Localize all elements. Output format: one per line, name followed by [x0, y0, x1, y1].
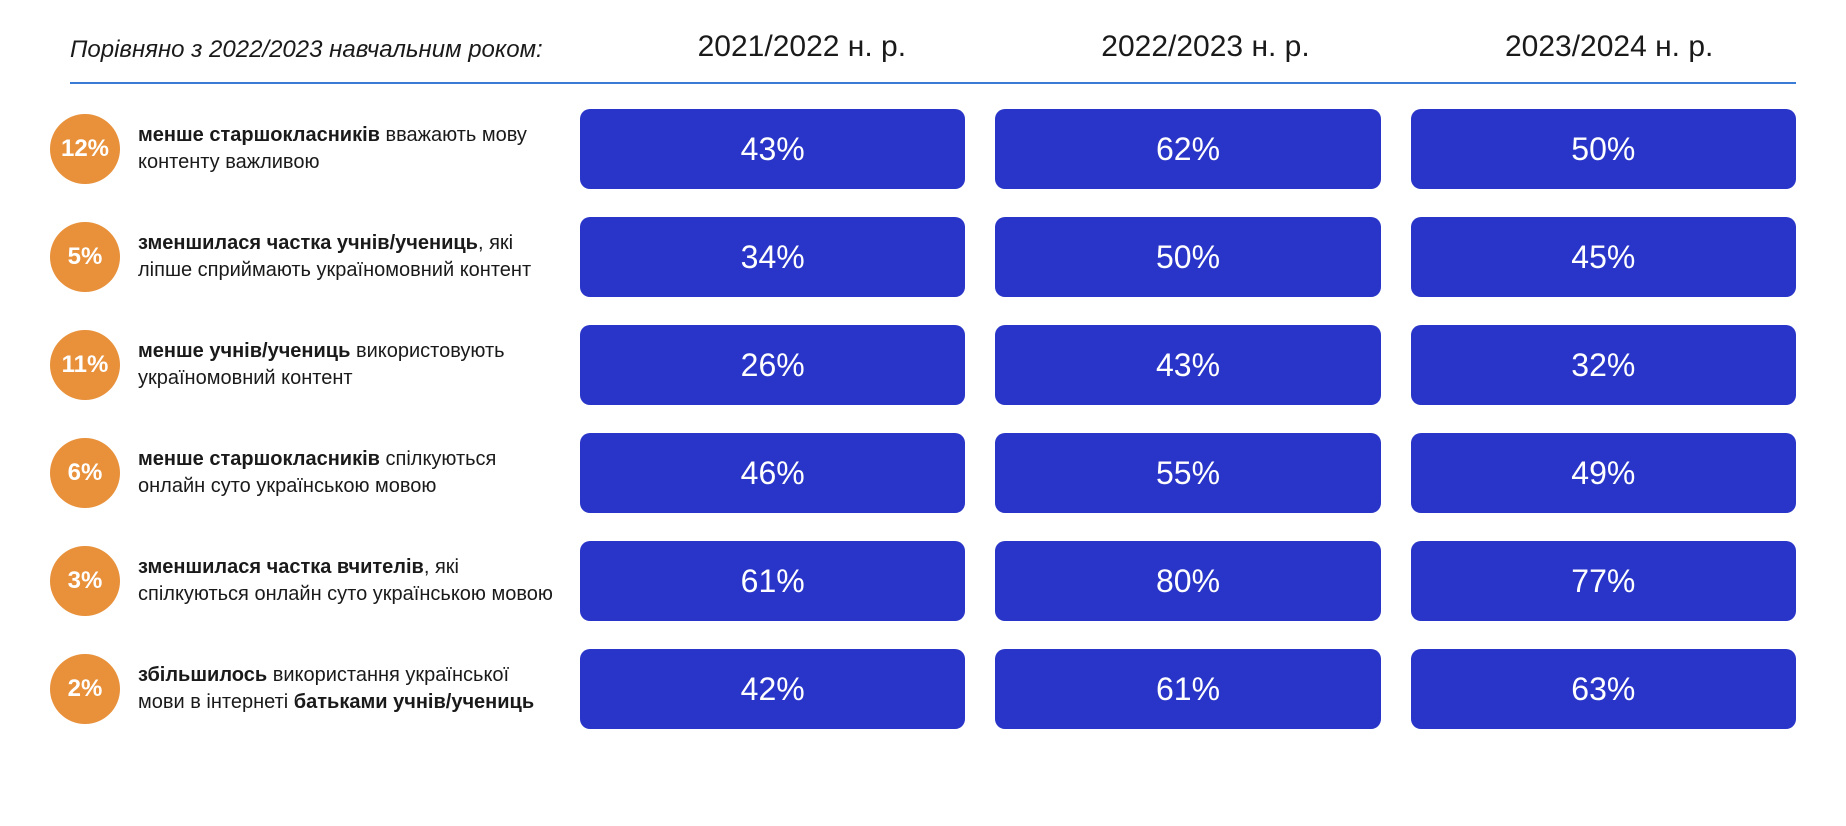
table-row: 6%менше старшокласників спілкуються онла…: [50, 433, 1796, 513]
row-label: зменшилася частка учнів/учениць, які ліп…: [120, 230, 580, 284]
value-cell: 50%: [1411, 109, 1796, 189]
row-cells: 42% 61% 63%: [580, 649, 1796, 729]
header-title: Порівняно з 2022/2023 навчальним роком:: [70, 36, 615, 74]
value-cell: 43%: [995, 325, 1380, 405]
col-header-0: 2021/2022 н. р.: [615, 30, 989, 74]
table-row: 2%збільшилось використання української м…: [50, 649, 1796, 729]
row-label: менше старшокласників спілкуються онлайн…: [120, 446, 580, 500]
percent-badge: 5%: [50, 222, 120, 292]
value-cell: 61%: [995, 649, 1380, 729]
col-header-2: 2023/2024 н. р.: [1422, 30, 1796, 74]
value-cell: 46%: [580, 433, 965, 513]
percent-badge: 3%: [50, 546, 120, 616]
value-cell: 42%: [580, 649, 965, 729]
value-cell: 49%: [1411, 433, 1796, 513]
value-cell: 26%: [580, 325, 965, 405]
value-cell: 80%: [995, 541, 1380, 621]
row-label: менше учнів/учениць використовують украї…: [120, 338, 580, 392]
row-cells: 46% 55% 49%: [580, 433, 1796, 513]
value-cell: 77%: [1411, 541, 1796, 621]
percent-badge: 6%: [50, 438, 120, 508]
value-cell: 50%: [995, 217, 1380, 297]
value-cell: 43%: [580, 109, 965, 189]
header-divider: [70, 82, 1796, 84]
row-cells: 34% 50% 45%: [580, 217, 1796, 297]
row-label: збільшилось використання української мов…: [120, 662, 580, 716]
percent-badge: 2%: [50, 654, 120, 724]
row-cells: 61% 80% 77%: [580, 541, 1796, 621]
rows-container: 12%менше старшокласників вважають мову к…: [50, 109, 1796, 729]
row-cells: 43% 62% 50%: [580, 109, 1796, 189]
value-cell: 55%: [995, 433, 1380, 513]
value-cell: 34%: [580, 217, 965, 297]
table-header: Порівняно з 2022/2023 навчальним роком: …: [50, 30, 1796, 74]
row-label: зменшилася частка вчителів, які спілкуют…: [120, 554, 580, 608]
value-cell: 63%: [1411, 649, 1796, 729]
table-row: 3%зменшилася частка вчителів, які спілку…: [50, 541, 1796, 621]
col-header-1: 2022/2023 н. р.: [1019, 30, 1393, 74]
percent-badge: 12%: [50, 114, 120, 184]
header-columns: 2021/2022 н. р. 2022/2023 н. р. 2023/202…: [615, 30, 1796, 74]
table-row: 12%менше старшокласників вважають мову к…: [50, 109, 1796, 189]
row-label: менше старшокласників вважають мову конт…: [120, 122, 580, 176]
percent-badge: 11%: [50, 330, 120, 400]
table-row: 11%менше учнів/учениць використовують ук…: [50, 325, 1796, 405]
value-cell: 61%: [580, 541, 965, 621]
value-cell: 45%: [1411, 217, 1796, 297]
value-cell: 32%: [1411, 325, 1796, 405]
row-cells: 26% 43% 32%: [580, 325, 1796, 405]
value-cell: 62%: [995, 109, 1380, 189]
table-row: 5%зменшилася частка учнів/учениць, які л…: [50, 217, 1796, 297]
